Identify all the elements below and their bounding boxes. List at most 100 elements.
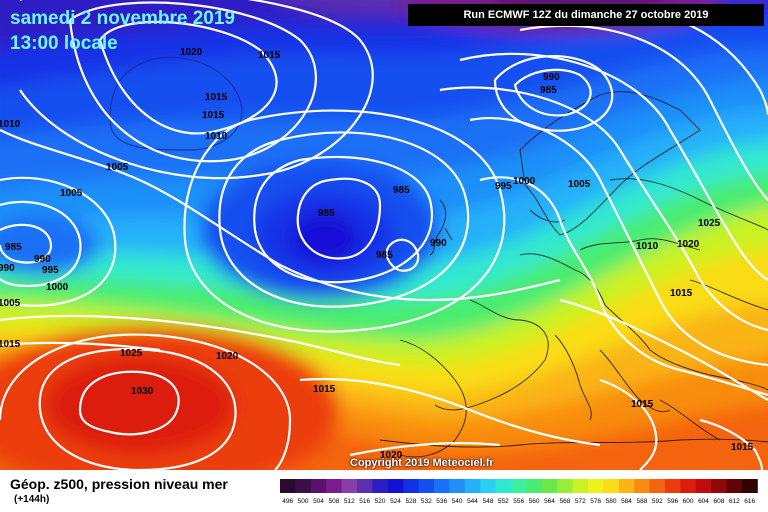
color-scale-tick: 520 bbox=[375, 498, 386, 505]
color-scale-tick: 572 bbox=[575, 498, 586, 505]
legend-subtitle: (+144h) bbox=[14, 494, 50, 505]
color-scale-tick: 580 bbox=[606, 498, 617, 505]
isobar-label: 995 bbox=[495, 181, 512, 192]
color-scale-swatch bbox=[295, 479, 312, 493]
color-scale-swatch bbox=[603, 479, 620, 493]
pressure-map: 1020 1015 1015 1015 1010 1010 1005 1005 … bbox=[0, 0, 768, 470]
color-scale-tick: 560 bbox=[529, 498, 540, 505]
color-scale-tick: 556 bbox=[513, 498, 524, 505]
copyright-text: Copyright 2019 Meteociel.fr bbox=[350, 457, 494, 469]
isobar-label: 985 bbox=[318, 208, 335, 219]
isobar-label: 1030 bbox=[131, 386, 154, 397]
isobars bbox=[0, 0, 768, 470]
color-scale-tick: 616 bbox=[744, 498, 755, 505]
isobar-label: 1020 bbox=[180, 47, 203, 58]
color-scale-tick: 604 bbox=[698, 498, 709, 505]
forecast-time: 13:00 locale bbox=[10, 33, 118, 54]
isobar-label: 1000 bbox=[46, 282, 69, 293]
color-scale-swatch bbox=[541, 479, 558, 493]
color-scale-swatch bbox=[680, 479, 697, 493]
isobar-label: 995 bbox=[42, 265, 59, 276]
color-scale-swatch bbox=[326, 479, 342, 493]
color-scale-swatch bbox=[357, 479, 373, 493]
color-scale-tick: 588 bbox=[636, 498, 647, 505]
isobar-label: 1015 bbox=[205, 92, 228, 103]
color-scale-swatch bbox=[449, 479, 466, 493]
color-scale-swatch bbox=[403, 479, 419, 493]
color-scale-swatch bbox=[588, 479, 604, 493]
isobar-label: 1010 bbox=[636, 241, 659, 252]
isobar-label: 1025 bbox=[120, 348, 143, 359]
isobar-label: 1015 bbox=[202, 110, 225, 121]
isobar-label: 1005 bbox=[568, 179, 591, 190]
color-scale-tick: 528 bbox=[405, 498, 416, 505]
isobar-label: 990 bbox=[543, 72, 560, 83]
color-scale-tick: 504 bbox=[313, 498, 324, 505]
color-scale-swatch bbox=[418, 479, 435, 493]
color-scale-tick: 564 bbox=[544, 498, 555, 505]
color-scale-tick: 500 bbox=[298, 498, 309, 505]
color-scale-tick: 552 bbox=[498, 498, 509, 505]
color-scale-swatch bbox=[634, 479, 650, 493]
isobar-label: 985 bbox=[540, 85, 557, 96]
color-scale-tick: 508 bbox=[328, 498, 339, 505]
color-scale-swatch bbox=[557, 479, 573, 493]
color-scale-tick: 512 bbox=[344, 498, 355, 505]
color-scale-tick: 600 bbox=[683, 498, 694, 505]
color-scale-swatch bbox=[387, 479, 404, 493]
color-scale-tick: 612 bbox=[729, 498, 740, 505]
isobar-label: 1015 bbox=[258, 50, 281, 61]
isobar-label: 985 bbox=[393, 185, 410, 196]
isobar-label: 985 bbox=[376, 250, 393, 261]
color-scale-swatch bbox=[526, 479, 543, 493]
color-scale-tick: 576 bbox=[590, 498, 601, 505]
isobar-label: 1015 bbox=[0, 339, 21, 350]
color-scale-tick: 548 bbox=[482, 498, 493, 505]
isobar-label: 1000 bbox=[513, 176, 536, 187]
isobar-label: 1005 bbox=[106, 162, 129, 173]
color-scale-swatch bbox=[464, 479, 481, 493]
isobar-label: 990 bbox=[34, 254, 51, 265]
isobar-label: 985 bbox=[5, 242, 22, 253]
color-scale-tick: 592 bbox=[652, 498, 663, 505]
color-scale-tick: 496 bbox=[282, 498, 293, 505]
color-scale-tick: 608 bbox=[713, 498, 724, 505]
isobar-label: 1020 bbox=[380, 450, 403, 461]
legend-footer: Géop. z500, pression niveau mer (+144h) … bbox=[0, 470, 768, 512]
color-scale-swatch bbox=[495, 479, 512, 493]
color-scale-swatch bbox=[665, 479, 681, 493]
isobar-label: 1010 bbox=[205, 131, 228, 142]
color-scale-swatch bbox=[742, 479, 758, 493]
forecast-date: samedi 2 novembre 2019 bbox=[10, 8, 235, 29]
color-scale-swatch bbox=[618, 479, 635, 493]
color-scale: 496 500 504 508 512 516 520 524 528 532 536 540 544 5… bbox=[280, 479, 758, 505]
legend-title: Géop. z500, pression niveau mer bbox=[10, 476, 228, 492]
color-scale-swatch bbox=[480, 479, 496, 493]
isobar-label: 1020 bbox=[216, 351, 239, 362]
color-scale-tick: 584 bbox=[621, 498, 632, 505]
color-scale-swatch bbox=[695, 479, 712, 493]
z500-color-field bbox=[0, 0, 768, 470]
isobar-label: 1005 bbox=[0, 298, 21, 309]
color-scale-tick: 540 bbox=[452, 498, 463, 505]
isobar-label: 1015 bbox=[670, 288, 693, 299]
color-scale-swatch bbox=[711, 479, 727, 493]
color-scale-swatch bbox=[310, 479, 327, 493]
isobar-label: 1020 bbox=[677, 239, 700, 250]
color-scale-tick: 596 bbox=[667, 498, 678, 505]
isobar-label: 1015 bbox=[631, 399, 654, 410]
isobar-label: 1015 bbox=[313, 384, 336, 395]
isobar-label: 1015 bbox=[731, 442, 754, 453]
color-scale-swatch bbox=[726, 479, 743, 493]
isobar-labels: 1020 1015 1015 1015 1010 1010 1005 1005 … bbox=[0, 47, 754, 461]
isobar-label: 1005 bbox=[60, 188, 83, 199]
color-scale-tick: 544 bbox=[467, 498, 478, 505]
color-scale-swatch bbox=[434, 479, 450, 493]
color-scale-swatch bbox=[372, 479, 389, 493]
color-scale-tick: 532 bbox=[421, 498, 432, 505]
color-scale-swatch bbox=[280, 479, 296, 493]
isobar-label: 990 bbox=[430, 238, 447, 249]
color-scale-tick: 536 bbox=[436, 498, 447, 505]
color-scale-tick: 516 bbox=[359, 498, 370, 505]
